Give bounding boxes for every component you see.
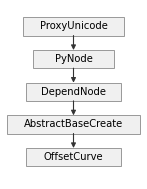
FancyBboxPatch shape (26, 83, 121, 101)
Text: DependNode: DependNode (41, 87, 106, 97)
Text: AbstractBaseCreate: AbstractBaseCreate (24, 119, 123, 129)
FancyBboxPatch shape (7, 115, 140, 133)
FancyBboxPatch shape (23, 17, 124, 36)
Text: OffsetCurve: OffsetCurve (44, 152, 103, 162)
FancyBboxPatch shape (33, 50, 114, 68)
Text: PyNode: PyNode (55, 54, 92, 64)
Text: ProxyUnicode: ProxyUnicode (40, 22, 107, 31)
FancyBboxPatch shape (26, 148, 121, 166)
